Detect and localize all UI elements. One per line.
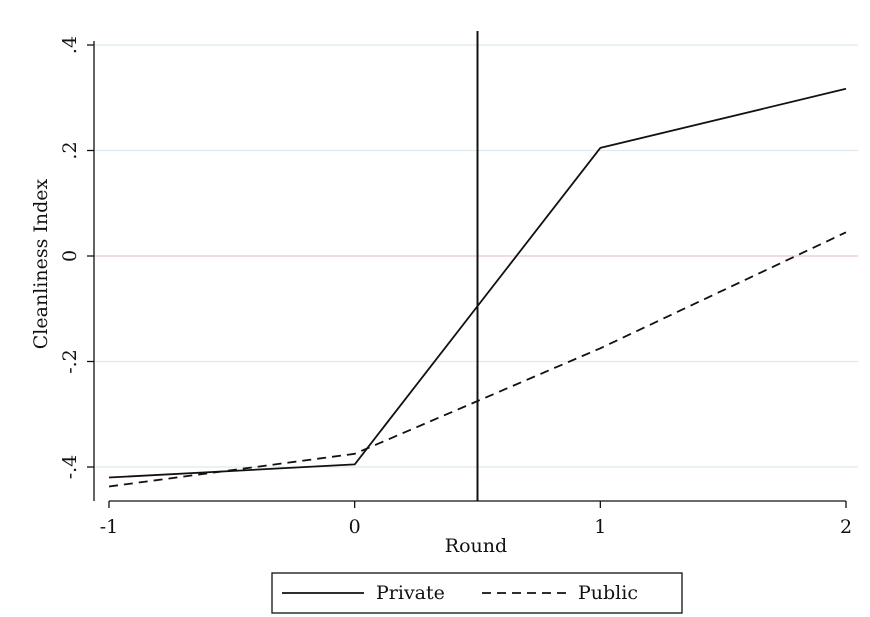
legend-label-public: Public: [578, 582, 638, 604]
y-tick-label: .2: [59, 141, 81, 159]
x-axis-title: Round: [445, 535, 507, 557]
x-tick-label: 1: [594, 516, 606, 538]
y-axis: -.4 -.2 0 .2 .4: [59, 36, 95, 501]
x-tick-label: -1: [100, 516, 119, 538]
y-axis-title: Cleanliness Index: [30, 178, 52, 349]
x-axis: -1 0 1 2: [100, 500, 852, 538]
legend-label-private: Private: [376, 582, 445, 604]
series-line-public: [108, 231, 847, 488]
y-tick-label: 0: [59, 250, 81, 262]
x-tick-label: 0: [349, 516, 361, 538]
legend: Private Public: [271, 572, 683, 614]
series-lines: [108, 87, 847, 488]
gridlines: [94, 44, 858, 468]
y-tick-label: -.4: [59, 455, 81, 480]
y-tick-label: -.2: [59, 349, 81, 374]
y-tick-label: .4: [59, 36, 81, 54]
x-tick-label: 2: [840, 516, 852, 538]
